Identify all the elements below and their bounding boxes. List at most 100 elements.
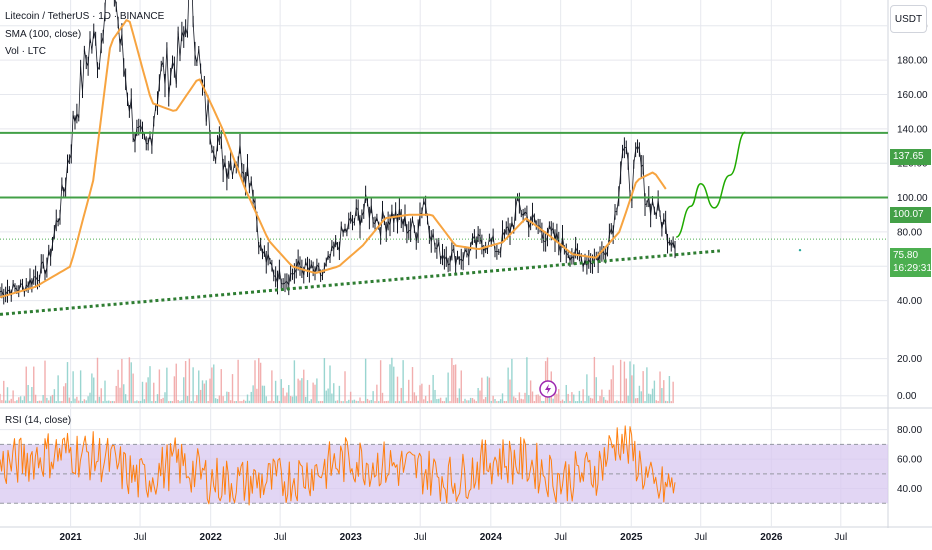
volume-bar [177, 399, 179, 404]
volume-bar [644, 401, 646, 404]
volume-bar [394, 401, 397, 404]
volume-bar [608, 389, 611, 404]
volume-bar [267, 401, 269, 404]
volume-bar [406, 400, 408, 404]
volume-bar [537, 394, 539, 404]
volume-bar [198, 370, 200, 404]
volume-bar [413, 392, 416, 404]
volume-bar [319, 401, 322, 404]
volume-bar [458, 388, 461, 404]
volume-bar [501, 393, 504, 404]
volume-bar [468, 400, 470, 404]
volume-bar [10, 398, 12, 404]
volume-bar [657, 400, 659, 404]
volume-bar [323, 358, 326, 404]
symbol-title[interactable]: Litecoin / TetherUS · 1D · BINANCE [5, 11, 165, 22]
volume-bar [334, 400, 337, 404]
volume-bar [531, 391, 534, 404]
volume-bar [591, 398, 594, 404]
volume-bar [558, 389, 560, 404]
volume-bar [333, 383, 335, 404]
volume-bar [505, 401, 507, 404]
volume-bar [126, 400, 129, 404]
volume-bar [522, 399, 524, 404]
volume-bar [256, 388, 258, 404]
volume-bar [72, 371, 74, 404]
volume-bar [629, 361, 631, 404]
volume-bar [374, 401, 376, 404]
volume-bar [216, 398, 219, 404]
volume-bar [194, 401, 196, 404]
volume-bar [263, 385, 266, 404]
volume-bar [119, 387, 121, 404]
volume-bar [464, 398, 466, 404]
volume-bar [524, 392, 526, 404]
volume-bar [419, 385, 421, 404]
volume-bar [12, 390, 14, 404]
volume-bar [344, 371, 346, 404]
volume-bar [393, 366, 395, 404]
volume-bar [640, 391, 642, 404]
volume-bar [74, 398, 76, 404]
volume-bar [614, 401, 616, 404]
volume-bar [612, 365, 614, 404]
volume-bar [565, 384, 567, 404]
volume-bar [16, 400, 18, 404]
volume-bar [387, 400, 389, 404]
volume-bar [314, 384, 316, 404]
volume-bar [378, 401, 380, 404]
volume-bar [173, 376, 176, 404]
price-tick-label: 160.00 [897, 90, 928, 101]
volume-bar [441, 401, 444, 404]
volume-bar [424, 395, 427, 404]
volume-bar [552, 398, 554, 404]
volume-bar [571, 392, 573, 404]
volume-bar [318, 401, 320, 404]
volume-bar [53, 389, 56, 404]
volume-bar [220, 369, 222, 404]
volume-bar [516, 400, 519, 404]
volume-bar [51, 394, 54, 404]
volume-bar [499, 399, 502, 404]
volume-bar [284, 396, 286, 404]
volume-bar [55, 401, 57, 404]
volume-bar [543, 401, 545, 404]
volume-bar [428, 384, 431, 404]
volume-bar [436, 399, 438, 404]
price-tick-label: 100.00 [897, 193, 928, 204]
volume-bar [376, 384, 378, 404]
volume-bar [421, 383, 423, 404]
volume-bar [89, 392, 91, 404]
rsi-legend[interactable]: RSI (14, close) [5, 415, 72, 426]
volume-bar [33, 366, 35, 404]
volume-bar [518, 392, 521, 404]
volume-bar [158, 369, 161, 404]
last-price-tag: 75.80 16:29:31 [890, 248, 932, 277]
volume-bar [398, 401, 401, 404]
currency-button[interactable]: USDT [890, 5, 927, 33]
volume-bar [141, 381, 144, 404]
volume-bar [228, 391, 230, 404]
volume-bar [164, 392, 166, 404]
volume-bar [8, 400, 11, 404]
volume-bar [96, 357, 99, 404]
x-tick-label: Jul [834, 532, 847, 543]
volume-bar [400, 387, 402, 404]
volume-bar [49, 396, 52, 404]
volume-bar [453, 365, 455, 404]
sma-legend[interactable]: SMA (100, close) [5, 29, 82, 40]
volume-bar [295, 396, 297, 404]
volume-bar [282, 387, 284, 404]
volume-bar [541, 400, 543, 404]
volume-legend[interactable]: Vol · LTC [5, 46, 46, 57]
projection-curve [675, 131, 746, 238]
volume-bar [563, 401, 566, 404]
volume-bar [666, 401, 669, 404]
volume-bar [70, 401, 72, 404]
volume-bar [631, 375, 633, 404]
volume-bar [511, 358, 513, 404]
volume-bar [513, 396, 515, 404]
volume-bar [38, 400, 41, 404]
bar-countdown: 16:29:31 [893, 263, 932, 274]
